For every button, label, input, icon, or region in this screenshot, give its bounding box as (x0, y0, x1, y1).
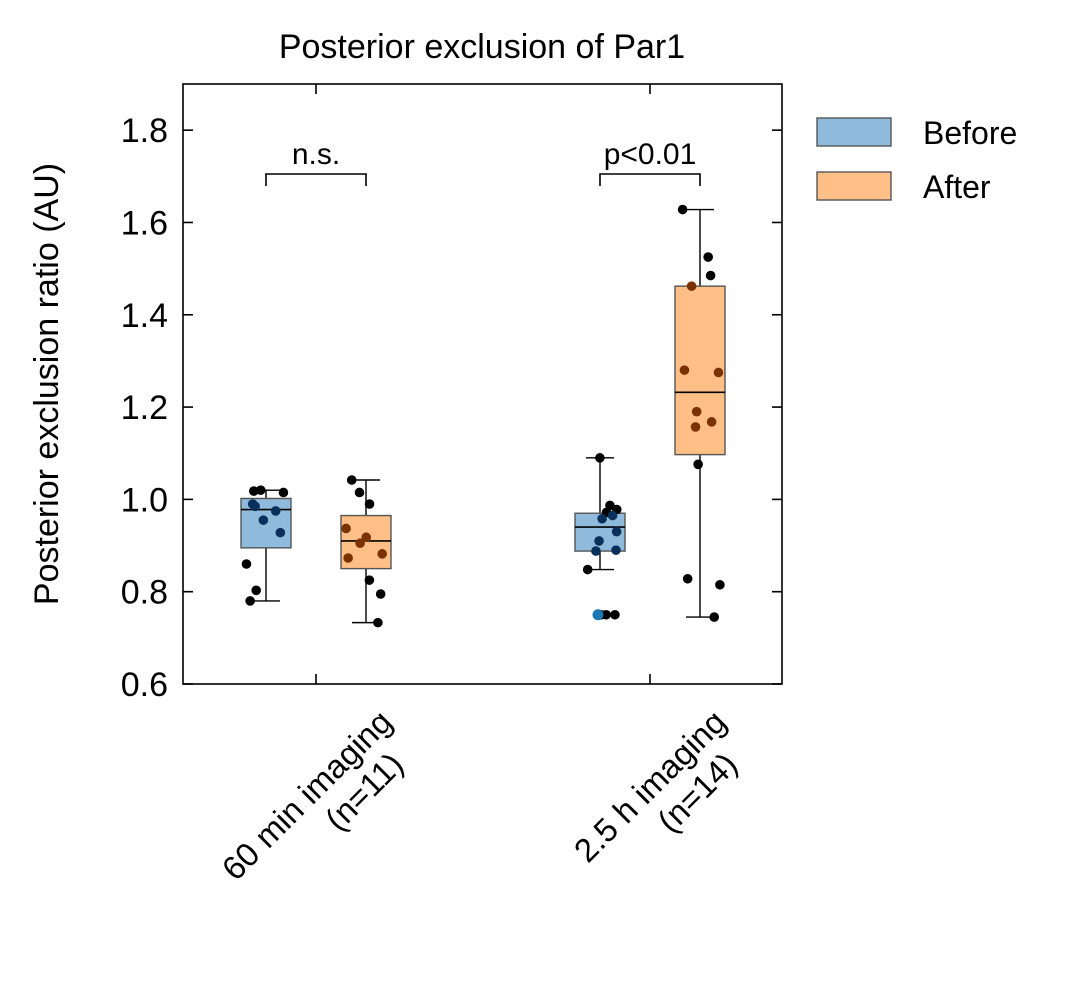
data-point-highlight (592, 609, 604, 621)
data-point (270, 506, 281, 516)
data-point (343, 553, 353, 563)
y-tick-label: 1.0 (121, 481, 168, 519)
data-point (691, 406, 702, 417)
data-point (693, 459, 703, 470)
y-tick-label: 1.8 (121, 112, 168, 150)
legend-swatch-after (816, 171, 892, 201)
data-point (611, 526, 622, 537)
data-point (364, 575, 375, 585)
legend-label-before: Before (923, 115, 1017, 151)
data-point (361, 532, 372, 543)
data-point (355, 538, 365, 549)
data-point (705, 270, 716, 281)
data-point (241, 559, 252, 569)
data-point (611, 545, 621, 555)
data-point (275, 527, 286, 538)
data-point (594, 536, 604, 546)
data-point (250, 501, 260, 512)
data-point (709, 612, 720, 622)
data-point (713, 367, 724, 378)
y-tick-label: 0.6 (121, 666, 168, 704)
data-point (607, 510, 618, 521)
data-point (248, 486, 259, 496)
data-point (595, 453, 605, 463)
y-tick-label: 1.2 (121, 389, 168, 427)
significance-bracket (265, 173, 367, 186)
significance-label: n.s. (292, 138, 340, 171)
data-point (703, 252, 713, 262)
data-point (610, 609, 620, 620)
data-point (706, 417, 717, 427)
data-point (258, 515, 269, 525)
significance-bracket (599, 173, 701, 186)
y-tick-label: 1.6 (121, 204, 168, 242)
data-point (251, 585, 261, 596)
chart-title: Posterior exclusion of Par1 (279, 28, 685, 66)
data-point (377, 549, 388, 559)
x-tick-label: 60 min imaging(n=11) (215, 703, 411, 887)
data-point (686, 281, 697, 291)
data-point (346, 475, 357, 485)
data-point (278, 487, 289, 498)
data-point (677, 204, 688, 215)
data-point (373, 617, 383, 628)
data-point (679, 365, 690, 375)
data-point (690, 422, 701, 432)
data-point (375, 589, 386, 599)
plot-area: 0.6 0.8 1.0 1.2 1.4 1.6 1.8 60 min imaging(n=11… (121, 83, 783, 887)
legend: Before After (816, 115, 1017, 205)
y-tick-label: 1.4 (121, 297, 168, 335)
x-tick-label: 2.5 h imaging(n=14) (567, 703, 745, 869)
data-point (245, 596, 255, 606)
significance-label: p<0.01 (604, 138, 697, 171)
y-tick-label: 0.8 (121, 574, 168, 612)
data-point (597, 513, 607, 524)
data-point (715, 579, 725, 590)
data-point (682, 573, 693, 584)
data-point (364, 499, 375, 509)
y-axis-label: Posterior exclusion ratio (AU) (28, 163, 66, 605)
legend-label-after: After (923, 169, 991, 205)
axes-frame (182, 83, 783, 685)
data-point (591, 546, 601, 556)
data-point (582, 564, 593, 575)
data-point (341, 523, 351, 534)
data-point (354, 487, 365, 498)
legend-swatch-before (816, 117, 892, 147)
